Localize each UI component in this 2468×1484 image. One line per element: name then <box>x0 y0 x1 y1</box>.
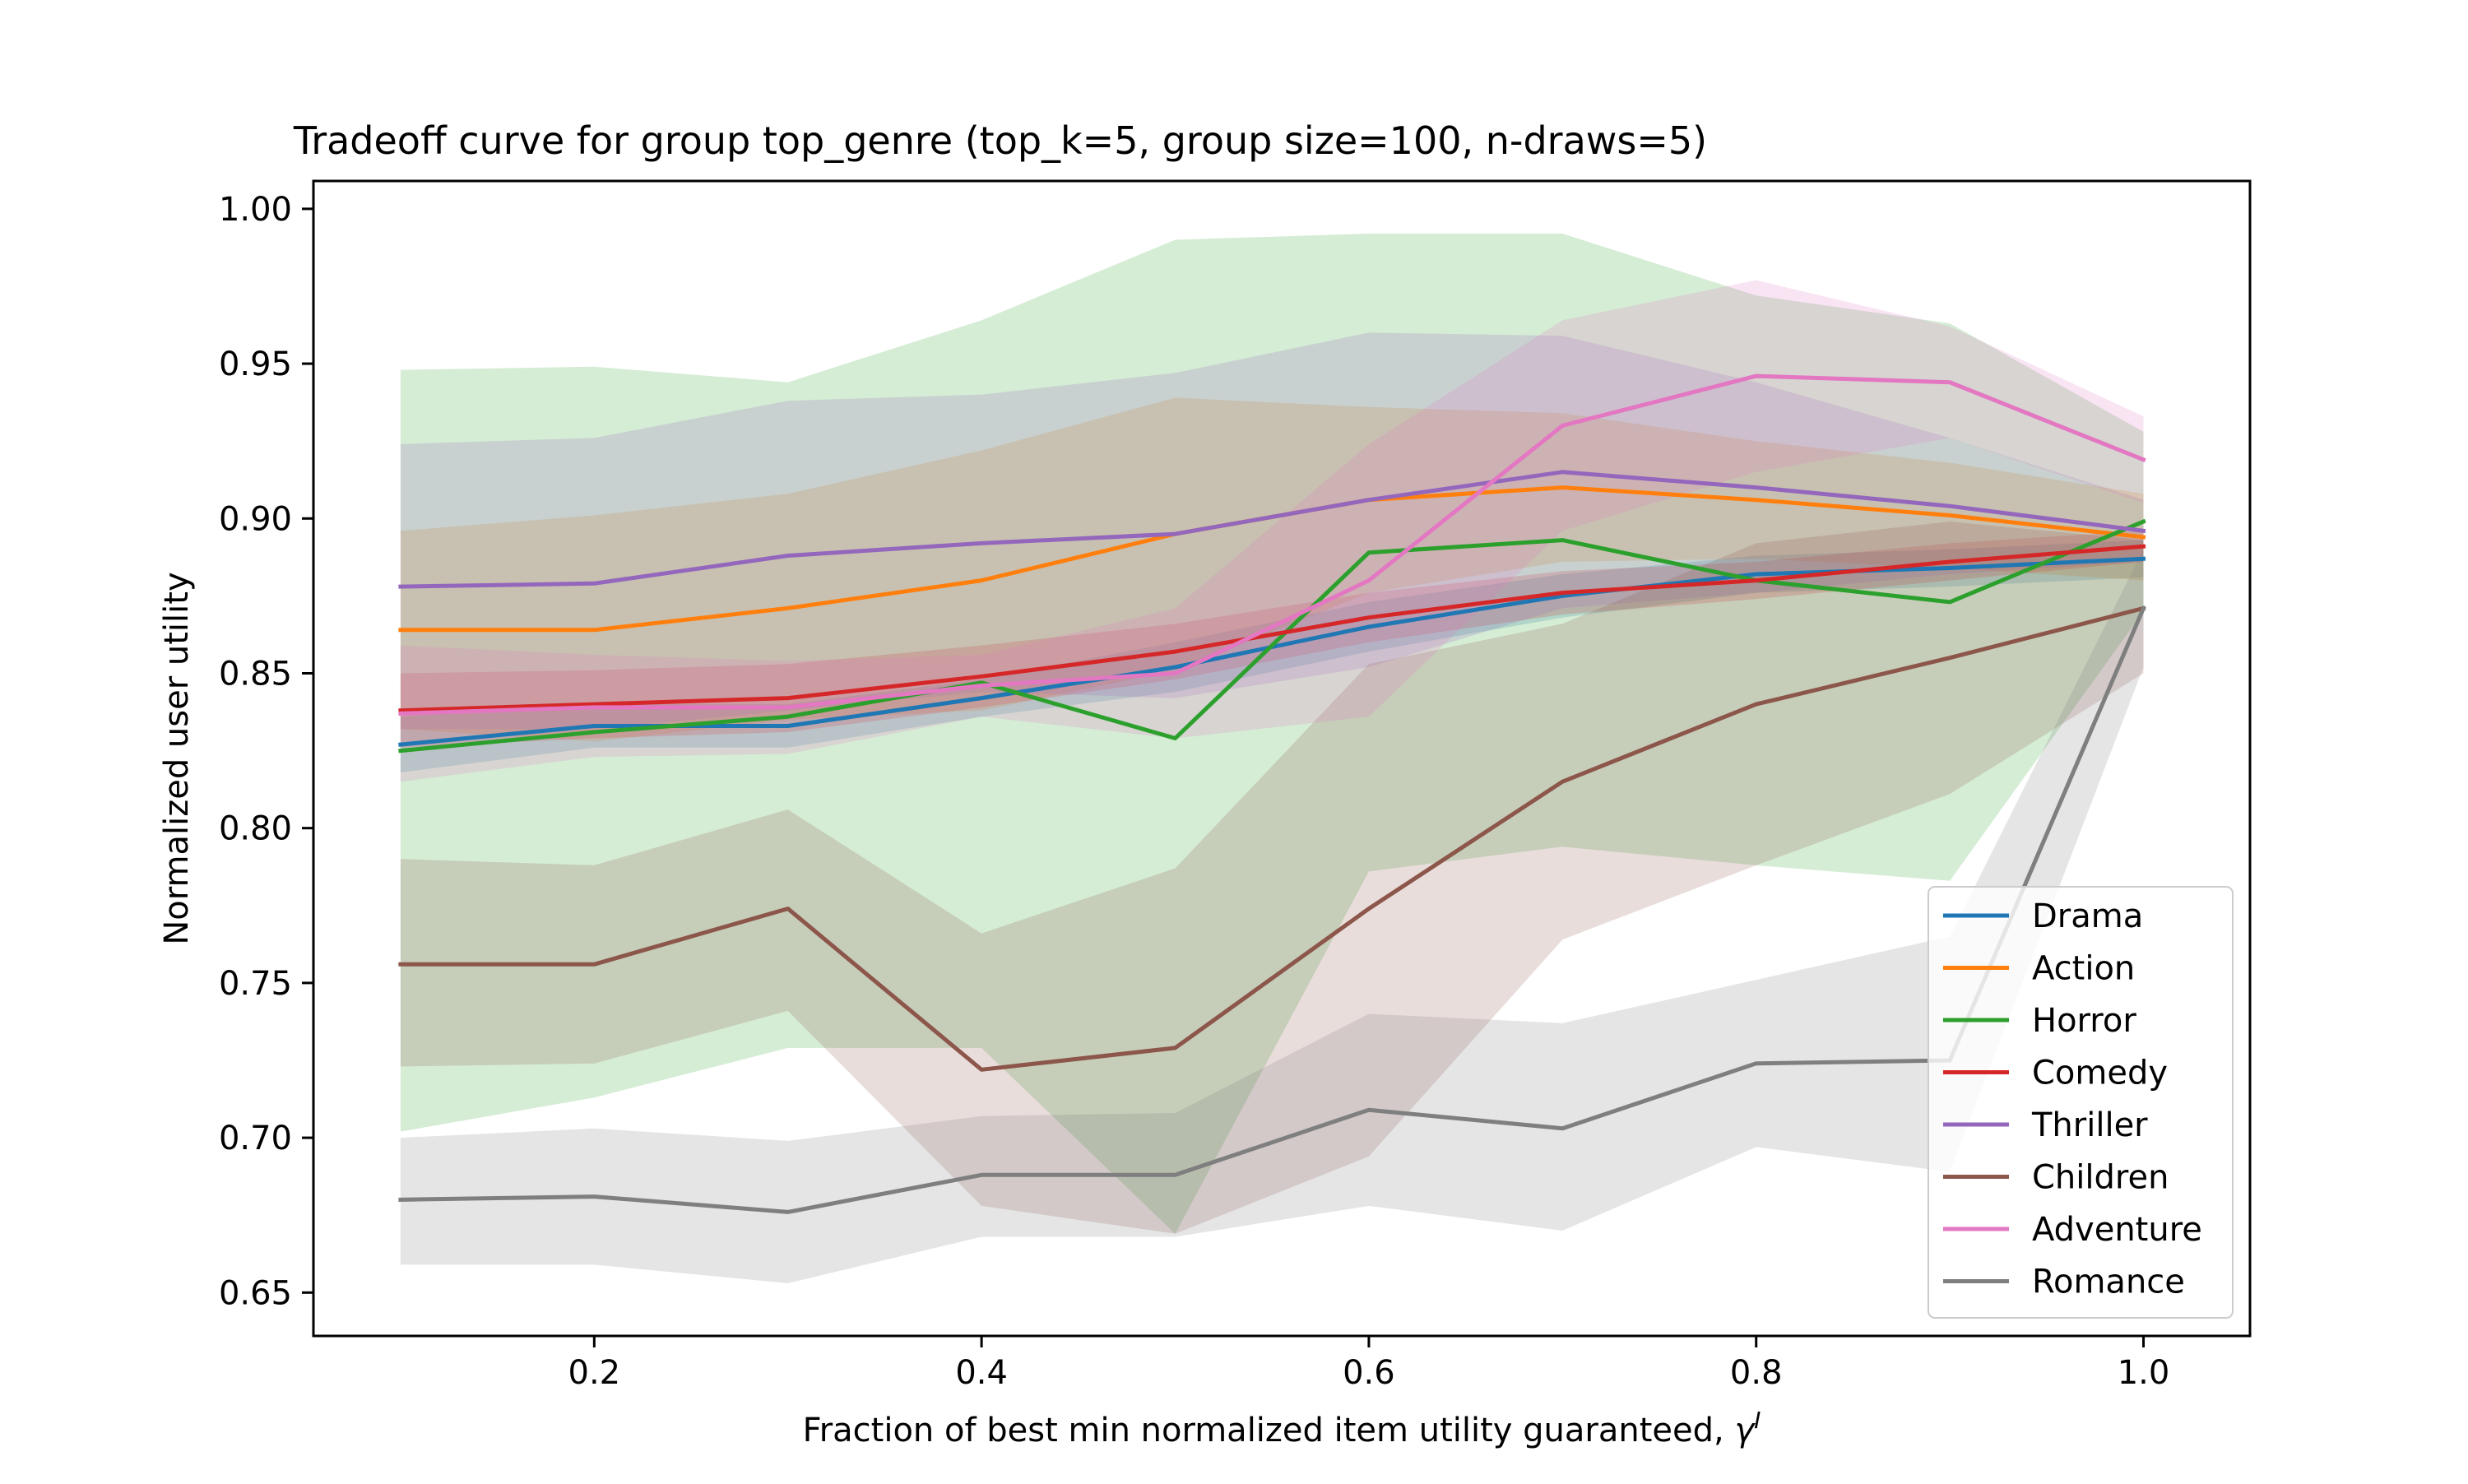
x-axis-ticks: 0.2 0.4 0.6 0.8 1.0 <box>568 1336 2170 1392</box>
x-tick-label: 0.4 <box>955 1354 1008 1392</box>
y-tick-label: 0.75 <box>219 965 292 1003</box>
band-drama <box>400 540 2144 772</box>
series-line-horror <box>398 518 2146 754</box>
series-line-adventure <box>398 373 2146 716</box>
x-axis-label-superscript: I <box>1754 1407 1761 1434</box>
x-tick-label: 0.6 <box>1343 1354 1395 1392</box>
legend-label-romance: Romance <box>2032 1264 2185 1301</box>
y-axis-label: Normalized user utility <box>158 572 196 944</box>
band-children <box>400 522 2144 1234</box>
x-tick-label: 1.0 <box>2118 1354 2170 1392</box>
x-axis-label-text: Fraction of best min normalized item uti… <box>803 1412 1735 1449</box>
legend-label-children: Children <box>2032 1159 2169 1197</box>
y-tick-label: 0.85 <box>219 655 292 693</box>
legend-box <box>1928 886 2234 1319</box>
series-line-thriller <box>398 470 2146 589</box>
x-axis-label: Fraction of best min normalized item uti… <box>803 1407 1761 1449</box>
legend-label-comedy: Comedy <box>2032 1055 2168 1092</box>
legend-label-drama: Drama <box>2032 897 2143 935</box>
legend-label-horror: Horror <box>2032 1002 2136 1040</box>
series-line-children <box>398 605 2146 1072</box>
y-tick-label: 0.80 <box>219 810 292 848</box>
plot-area-frame <box>312 179 2252 1338</box>
band-romance <box>400 549 2144 1283</box>
legend: Drama Action Horror Comedy Thriller Children A… <box>1928 886 2234 1319</box>
y-tick-label: 0.90 <box>219 500 292 538</box>
x-tick-label: 0.2 <box>568 1354 621 1392</box>
chart-title: Tradeoff curve for group top_genre (top_… <box>293 118 1707 163</box>
legend-label-adventure: Adventure <box>2032 1211 2202 1249</box>
band-adventure <box>400 280 2144 782</box>
x-tick-label: 0.8 <box>1730 1354 1783 1392</box>
series-lines <box>398 373 2146 1214</box>
legend-label-thriller: Thriller <box>2031 1106 2148 1144</box>
x-axis-label-symbol: γ <box>1734 1412 1756 1449</box>
y-axis-ticks: 0.65 0.70 0.75 0.80 0.85 0.90 0.95 1.00 <box>219 191 313 1312</box>
series-line-romance <box>398 605 2146 1214</box>
band-thriller <box>400 332 2144 730</box>
series-line-comedy <box>398 544 2146 713</box>
legend-label-action: Action <box>2032 950 2135 988</box>
y-tick-label: 1.00 <box>219 191 292 229</box>
y-tick-label: 0.95 <box>219 345 292 383</box>
y-tick-label: 0.65 <box>219 1274 292 1312</box>
y-tick-label: 0.70 <box>219 1120 292 1157</box>
